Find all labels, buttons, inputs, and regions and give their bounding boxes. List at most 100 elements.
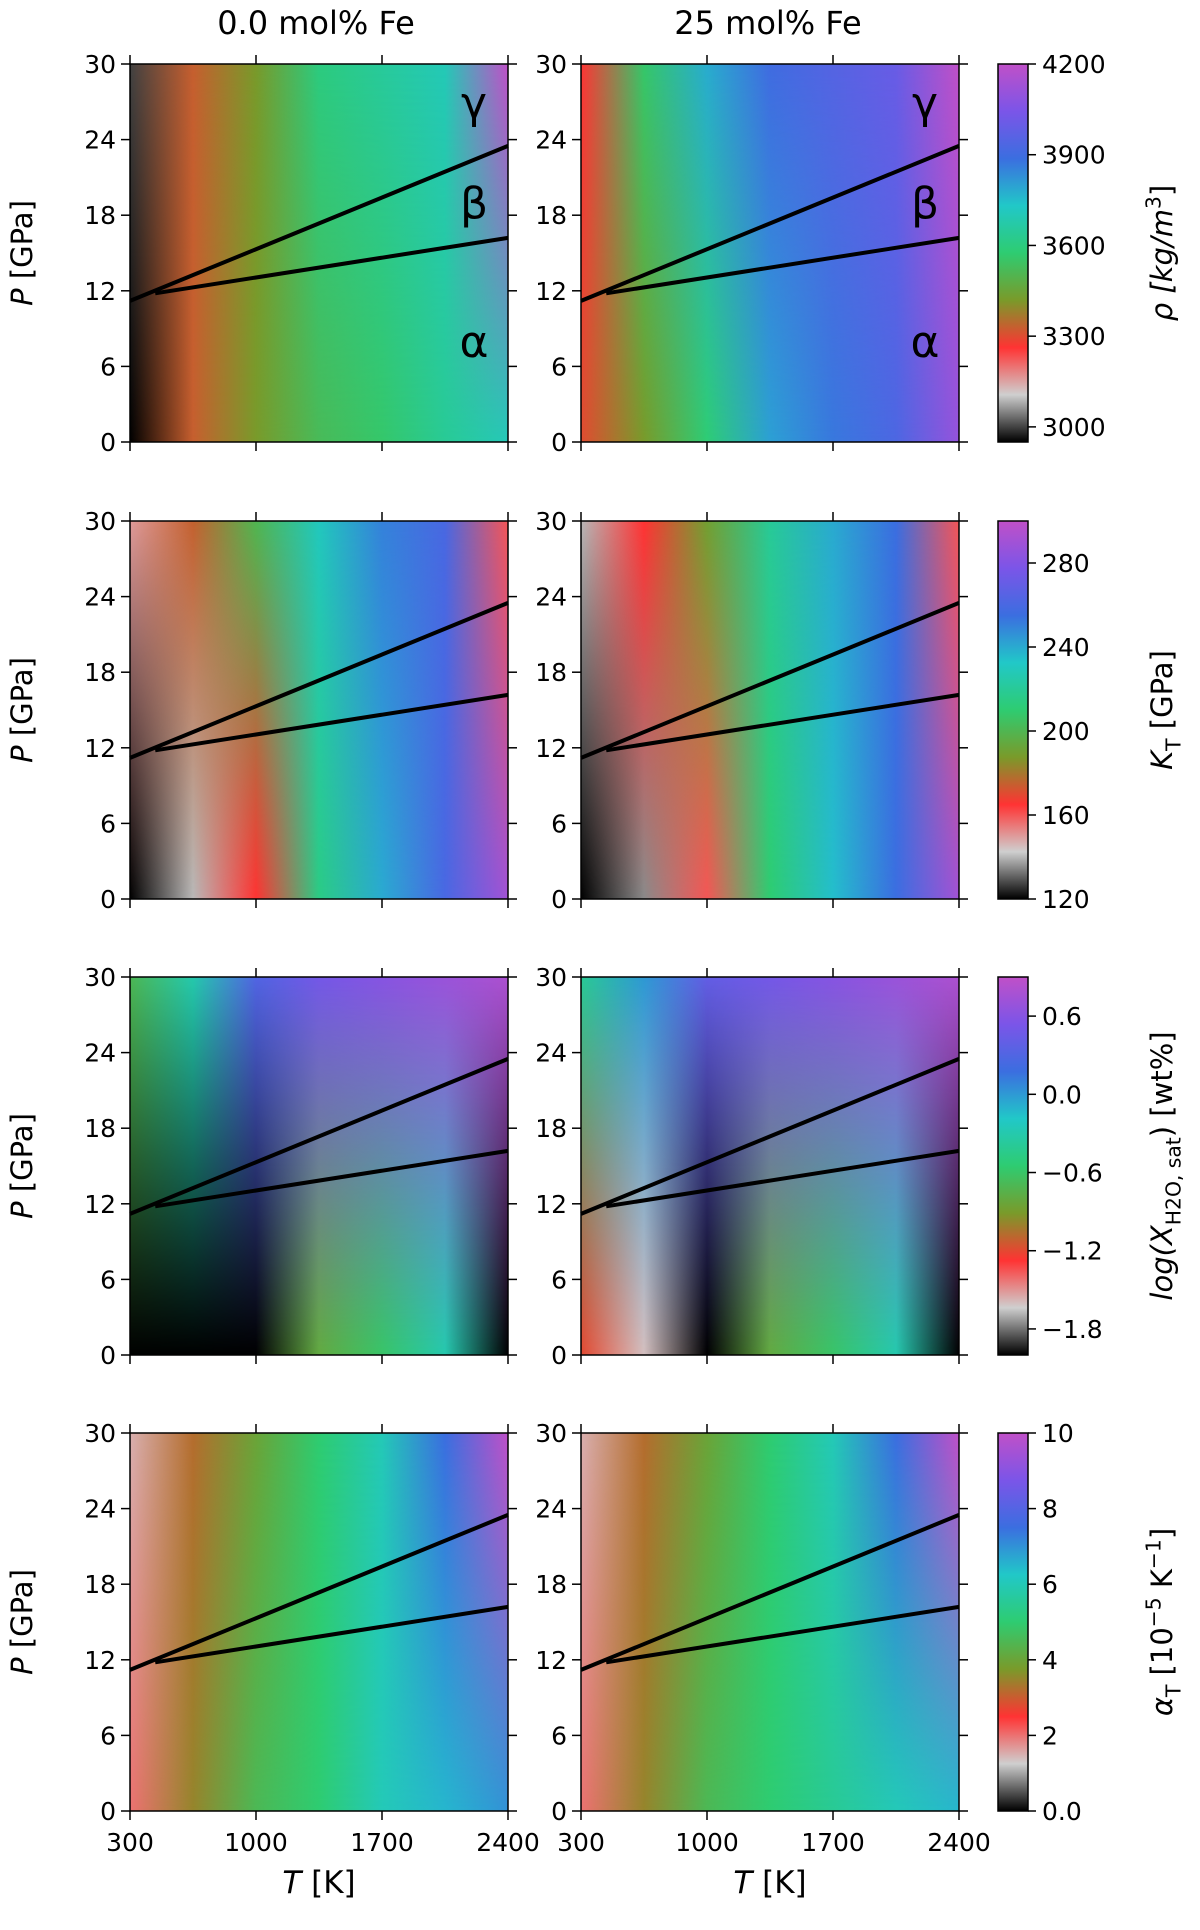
y-tick-label: 12 — [535, 1646, 567, 1675]
colorbar-0: 3000 3300 3600 3900 4200 ρ [kg/m3] — [997, 50, 1179, 443]
y-tick-label: 30 — [84, 507, 116, 536]
panel-r3-c1: 300 1000 1700 2400 0 6 12 18 24 30 T [K] — [535, 1419, 991, 1901]
y-axis-label: P [GPa] — [5, 200, 39, 306]
x-tick-label: 2400 — [476, 1828, 540, 1857]
column-title-0: 0.0 mol% Fe — [217, 4, 415, 42]
alpha-beta-boundary — [605, 1604, 960, 1665]
x-axis-label: T [K] — [733, 1865, 806, 1901]
y-tick-label: 6 — [100, 1265, 116, 1294]
y-tick-label: 6 — [100, 1721, 116, 1750]
y-tick-label: 30 — [84, 50, 116, 79]
row-water-storage-capacity: 0 6 12 18 24 30 0 6 12 18 24 30 P [GPa] −1.8 −1.2 −0.6 0… — [5, 963, 1186, 1370]
heatmap-field-low-p — [581, 977, 959, 1355]
colorbar-2: −1.8 −1.2 −0.6 0.0 0.6 log(XH2O, sat) [wt%] — [997, 976, 1186, 1356]
colorbar-tick-label: 4 — [1042, 1646, 1058, 1675]
panel-frame — [580, 976, 960, 1356]
y-tick-label: 24 — [84, 583, 116, 612]
colorbar-tick-label: 120 — [1042, 885, 1090, 914]
phase-label-1: β — [460, 179, 488, 230]
colorbar-tick-label: 4200 — [1042, 50, 1106, 79]
colorbar-tick-label: 10 — [1042, 1419, 1074, 1448]
y-tick-label: 30 — [535, 507, 567, 536]
panel-r2-c1: 0 6 12 18 24 30 — [535, 963, 968, 1370]
colorbar-tick-label: 0.6 — [1042, 1002, 1082, 1031]
y-tick-label: 18 — [535, 1570, 567, 1599]
x-tick-label: 1700 — [801, 1828, 865, 1857]
y-tick-label: 6 — [100, 352, 116, 381]
colorbar-gradient — [997, 976, 1029, 1356]
alpha-beta-boundary — [154, 1604, 509, 1665]
colorbar-tick-label: 8 — [1042, 1495, 1058, 1524]
y-axis-label: P [GPa] — [5, 1113, 39, 1219]
y-tick-label: 0 — [100, 1797, 116, 1826]
beta-gamma-boundary — [580, 144, 960, 303]
y-tick-label: 12 — [535, 277, 567, 306]
colorbar-gradient — [997, 63, 1029, 443]
colorbar-tick-label: 240 — [1042, 633, 1090, 662]
y-tick-label: 24 — [535, 583, 567, 612]
y-tick-label: 30 — [535, 1419, 567, 1448]
y-tick-label: 30 — [84, 1419, 116, 1448]
y-tick-label: 18 — [84, 658, 116, 687]
colorbar-tick-label: 3000 — [1042, 413, 1106, 442]
panel-frame — [129, 63, 509, 443]
phase-label-0: γ — [461, 78, 487, 129]
y-tick-label: 18 — [535, 1114, 567, 1143]
y-tick-label: 18 — [84, 1570, 116, 1599]
colorbar-tick-label: 280 — [1042, 549, 1090, 578]
row-isothermal-bulk-modulus: 0 6 12 18 24 30 0 6 12 18 24 30 P [GPa] 120 160 200 240 2… — [5, 507, 1186, 914]
colorbar-tick-label: 3600 — [1042, 231, 1106, 260]
y-tick-label: 12 — [84, 1646, 116, 1675]
y-tick-label: 0 — [100, 885, 116, 914]
colorbar-tick-label: 0.0 — [1042, 1080, 1082, 1109]
alpha-beta-boundary — [605, 1148, 960, 1209]
beta-gamma-boundary — [580, 1057, 960, 1216]
colorbar-tick-label: 2 — [1042, 1721, 1058, 1750]
beta-gamma-boundary — [129, 144, 509, 303]
y-tick-label: 18 — [535, 201, 567, 230]
panel-frame — [580, 520, 960, 900]
panel-frame — [129, 520, 509, 900]
column-title-1: 25 mol% Fe — [674, 4, 861, 42]
y-axis-label: P [GPa] — [5, 657, 39, 763]
panel-r3-c0: 300 1000 1700 2400 0 6 12 18 24 30 T [K] — [84, 1419, 540, 1901]
heatmap-field-low-p — [581, 1433, 959, 1811]
colorbar-label: ρ [kg/m3] — [1141, 185, 1179, 321]
y-tick-label: 18 — [84, 201, 116, 230]
phase-label-2: α — [910, 317, 939, 368]
y-axis-label: P [GPa] — [5, 1569, 39, 1675]
x-tick-label: 300 — [557, 1828, 605, 1857]
colorbar-tick-label: 3300 — [1042, 322, 1106, 351]
colorbar-tick-label: 6 — [1042, 1570, 1058, 1599]
panel-r1-c1: 0 6 12 18 24 30 — [535, 507, 968, 914]
y-tick-label: 18 — [84, 1114, 116, 1143]
y-tick-label: 12 — [84, 734, 116, 763]
phase-label-0: γ — [912, 78, 938, 129]
colorbar-tick-label: 200 — [1042, 717, 1090, 746]
alpha-beta-boundary — [154, 235, 509, 296]
y-tick-label: 30 — [535, 963, 567, 992]
colorbar-1: 120 160 200 240 280 KT [GPa] — [997, 520, 1186, 914]
y-tick-label: 18 — [535, 658, 567, 687]
x-tick-label: 1700 — [350, 1828, 414, 1857]
y-tick-label: 0 — [551, 1341, 567, 1370]
y-tick-label: 6 — [551, 1721, 567, 1750]
y-tick-label: 12 — [535, 734, 567, 763]
heatmap-field-low-p — [130, 1433, 508, 1811]
x-tick-label: 300 — [106, 1828, 154, 1857]
x-tick-label: 1000 — [675, 1828, 739, 1857]
y-tick-label: 0 — [551, 428, 567, 457]
colorbar-label: αT [10−5 K−1] — [1141, 1528, 1185, 1716]
phase-label-2: α — [459, 317, 488, 368]
beta-gamma-boundary — [580, 601, 960, 760]
y-tick-label: 12 — [535, 1190, 567, 1219]
panel-r1-c0: 0 6 12 18 24 30 — [84, 507, 517, 914]
x-axis-label: T [K] — [282, 1865, 355, 1901]
alpha-beta-boundary — [154, 1148, 509, 1209]
colorbar-label: KT [GPa] — [1145, 650, 1186, 770]
colorbar-tick-label: −1.2 — [1042, 1237, 1103, 1266]
x-tick-label: 1000 — [224, 1828, 288, 1857]
